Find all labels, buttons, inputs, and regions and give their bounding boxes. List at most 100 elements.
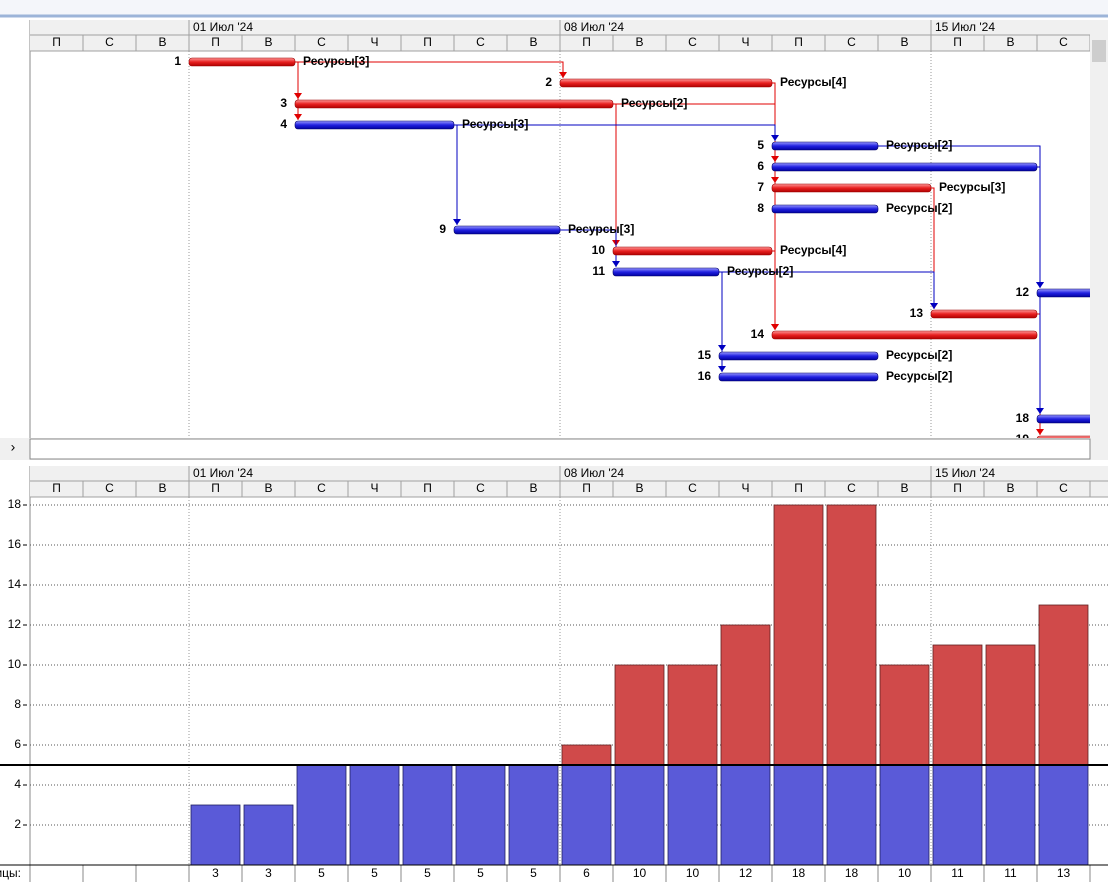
dependency-link — [772, 250, 776, 330]
week-label: 15 Июл '24 — [935, 466, 995, 480]
overallocation-bar — [614, 664, 665, 766]
week-label: 15 Июл '24 — [935, 20, 995, 34]
day-label: П — [211, 35, 220, 49]
resource-label: Ресурсы[3] — [462, 117, 528, 131]
resource-label: Ресурсы[3] — [568, 222, 634, 236]
allocation-bar — [455, 764, 506, 866]
link-arrow — [771, 135, 779, 141]
allocation-value: 5 — [477, 866, 484, 880]
day-label: В — [529, 481, 537, 495]
allocation-value: 6 — [583, 866, 590, 880]
day-label: С — [688, 35, 697, 49]
y-tick-label: 16 — [8, 537, 22, 551]
day-label: В — [158, 481, 166, 495]
day-label: С — [847, 35, 856, 49]
overallocation-bar — [561, 744, 612, 766]
task-id: 13 — [910, 306, 924, 320]
expand-button[interactable]: › — [11, 439, 16, 455]
allocation-value: 10 — [633, 866, 647, 880]
task-id: 9 — [439, 222, 446, 236]
resource-label: Ресурсы[4] — [780, 75, 846, 89]
y-tick-label: 2 — [14, 817, 21, 831]
task-id: 11 — [592, 264, 605, 278]
allocation-bar — [190, 804, 241, 866]
day-label: С — [317, 481, 326, 495]
day-label: С — [105, 481, 114, 495]
task-bar — [612, 267, 720, 277]
scrollbar[interactable] — [1090, 20, 1108, 438]
allocation-value: 3 — [212, 866, 219, 880]
allocation-value: 3 — [265, 866, 272, 880]
dependency-link — [931, 187, 935, 309]
y-tick-label: 12 — [8, 617, 22, 631]
task-id: 18 — [1016, 411, 1030, 425]
day-label: П — [794, 35, 803, 49]
task-bar — [718, 351, 879, 361]
task-bar — [1036, 414, 1090, 424]
units-label: ицы: — [0, 866, 21, 880]
day-label: В — [264, 481, 272, 495]
y-tick-label: 8 — [14, 697, 21, 711]
task-id: 19 — [1016, 432, 1030, 446]
day-label: С — [105, 35, 114, 49]
task-id: 2 — [545, 75, 552, 89]
dependency-link — [454, 124, 458, 225]
link-arrow — [612, 261, 620, 267]
entry-bar[interactable] — [29, 438, 1091, 460]
day-label: В — [900, 35, 908, 49]
y-tick-label: 4 — [14, 777, 21, 791]
resource-label: Ресурсы[3] — [303, 54, 369, 68]
day-label: В — [900, 481, 908, 495]
day-label: В — [529, 35, 537, 49]
y-tick-label: 18 — [8, 497, 22, 511]
resource-label: Ресурсы[2] — [886, 369, 952, 383]
task-bar — [771, 330, 1038, 340]
resource-label: Ресурсы[4] — [780, 243, 846, 257]
scroll-thumb[interactable] — [1092, 40, 1106, 62]
day-label: С — [317, 35, 326, 49]
dependency-link — [295, 61, 299, 120]
dependency-link — [719, 271, 935, 309]
week-label: 01 Июл '24 — [193, 466, 253, 480]
allocation-bar — [349, 764, 400, 866]
resource-label: Ресурсы[2] — [727, 264, 793, 278]
task-bar — [1036, 288, 1090, 298]
resource-label: Ресурсы[2] — [886, 138, 952, 152]
day-label: Ч — [742, 35, 750, 49]
day-label: П — [794, 481, 803, 495]
task-id: 15 — [698, 348, 712, 362]
allocation-bar — [402, 764, 453, 866]
link-arrow — [771, 324, 779, 330]
day-label: П — [423, 481, 432, 495]
task-bar — [718, 372, 879, 382]
y-tick-label: 10 — [8, 657, 22, 671]
link-arrow — [718, 366, 726, 372]
allocation-value: 5 — [371, 866, 378, 880]
overallocation-bar — [985, 644, 1036, 766]
task-bar — [771, 204, 879, 214]
day-label: П — [953, 35, 962, 49]
task-id: 1 — [174, 54, 181, 68]
day-label: С — [1059, 35, 1068, 49]
day-label: П — [953, 481, 962, 495]
week-label: 08 Июл '24 — [564, 466, 624, 480]
link-arrow — [1036, 408, 1044, 414]
day-label: С — [476, 35, 485, 49]
day-label: В — [635, 35, 643, 49]
day-label: П — [582, 35, 591, 49]
toolbar — [0, 0, 1108, 16]
allocation-bar — [561, 764, 612, 866]
overallocation-bar — [879, 664, 930, 766]
link-arrow — [1036, 429, 1044, 435]
day-label: В — [635, 481, 643, 495]
allocation-value: 18 — [792, 866, 806, 880]
day-label: В — [158, 35, 166, 49]
histogram-area: П С В П01 Июл '24В С Ч П С В П08 Июл '24В С Ч П С В П15… — [30, 466, 1108, 882]
allocation-value: 11 — [1004, 866, 1017, 880]
link-arrow — [559, 72, 567, 78]
task-id: 12 — [1016, 285, 1030, 299]
dependency-link — [1037, 166, 1041, 288]
link-arrow — [930, 303, 938, 309]
overallocation-bar — [773, 504, 824, 766]
